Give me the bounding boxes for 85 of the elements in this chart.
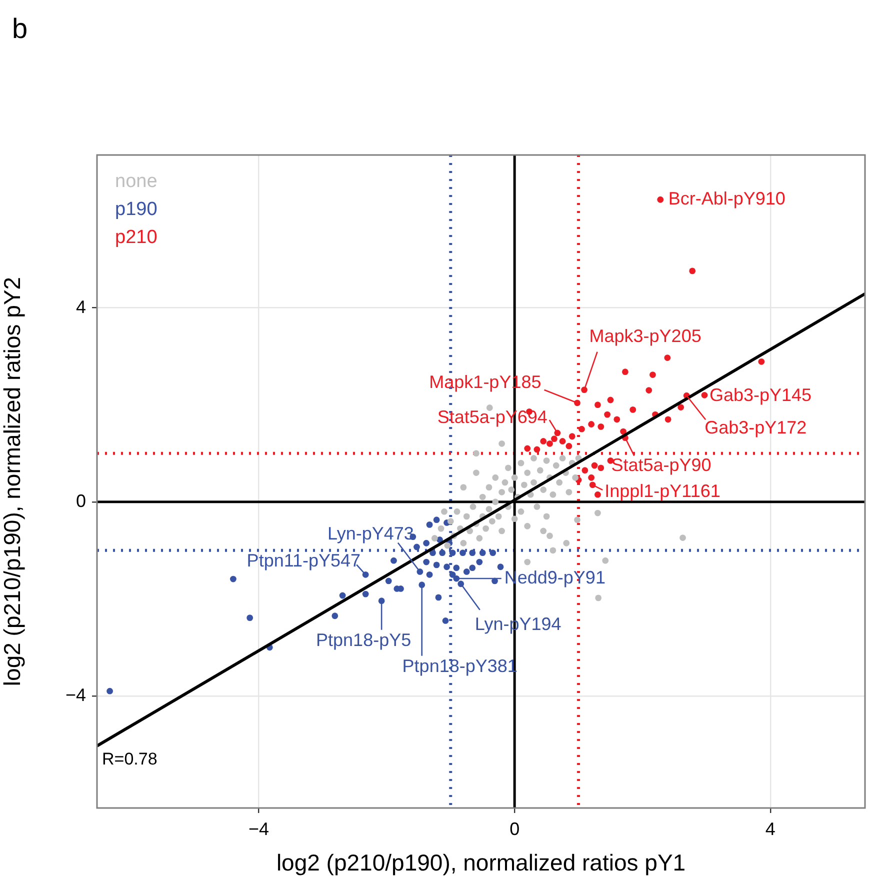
- text: none: [115, 171, 158, 192]
- point: [449, 571, 456, 578]
- point: [469, 564, 476, 572]
- point: [439, 550, 446, 556]
- annotation: Bcr-Abl-pY910: [668, 188, 786, 209]
- point: [568, 433, 576, 440]
- point: [594, 491, 601, 498]
- y-tick-label: 0: [76, 490, 86, 511]
- point: [622, 368, 628, 376]
- point: [701, 392, 708, 398]
- annotation: Stat5a-pY90: [611, 454, 712, 475]
- point: [469, 550, 476, 556]
- annotation: Lyn-pY473: [328, 524, 414, 544]
- point: [758, 358, 765, 365]
- point: [106, 688, 113, 694]
- y-axis-title: log2 (p210/p190), normalized ratios pY2: [0, 276, 26, 686]
- point: [490, 550, 496, 556]
- x-axis-title: log2 (p210/p190), normalized ratios pY1: [276, 850, 686, 876]
- point: [588, 421, 595, 428]
- point: [433, 562, 440, 568]
- point: [442, 618, 449, 624]
- point: [649, 372, 656, 378]
- point: [664, 416, 672, 423]
- x-tick-label: 4: [765, 818, 776, 839]
- point: [476, 558, 483, 566]
- point: [546, 440, 553, 447]
- point: [614, 416, 620, 423]
- point: [332, 612, 338, 620]
- point: [433, 516, 440, 524]
- x-tick-label: −4: [248, 818, 270, 839]
- y-tick-label: −4: [65, 684, 86, 705]
- point: [646, 387, 652, 394]
- text: p210: [115, 227, 158, 248]
- point: [607, 396, 614, 404]
- point: [551, 436, 558, 442]
- x-tick-label: 0: [510, 818, 520, 839]
- point: [423, 540, 430, 546]
- point: [414, 544, 420, 550]
- text: p190: [115, 199, 158, 220]
- point: [460, 550, 466, 556]
- point: [540, 438, 547, 444]
- point: [444, 564, 450, 570]
- y-tick-label: 4: [76, 296, 86, 317]
- point: [630, 406, 636, 413]
- point: [435, 594, 442, 601]
- point: [566, 442, 572, 450]
- point: [678, 404, 684, 410]
- point: [657, 196, 664, 203]
- point: [598, 464, 604, 472]
- point: [390, 557, 397, 564]
- annotation: R=0.78: [102, 750, 158, 769]
- point: [385, 578, 392, 584]
- point: [582, 467, 588, 474]
- point: [230, 576, 236, 582]
- annotation: Inppl1-pY1161: [604, 480, 720, 501]
- point: [604, 411, 610, 418]
- point: [423, 558, 430, 566]
- point: [588, 474, 595, 481]
- point: [664, 354, 671, 361]
- annotation: Mapk3-pY205: [589, 326, 702, 346]
- point: [620, 428, 626, 435]
- point: [578, 426, 585, 432]
- point: [339, 592, 346, 599]
- point: [246, 614, 254, 622]
- point: [594, 402, 601, 408]
- point: [524, 445, 531, 452]
- point: [426, 521, 433, 528]
- annotation: Gab3-pY172: [704, 418, 807, 438]
- point: [689, 268, 696, 274]
- point: [497, 564, 504, 570]
- point: [598, 423, 604, 430]
- point: [559, 438, 566, 444]
- annotation: Ptpn11-pY547: [246, 550, 361, 571]
- point: [430, 550, 436, 556]
- point: [479, 550, 486, 556]
- point: [453, 564, 460, 572]
- annotation: Ptpn18-pY5: [316, 630, 412, 650]
- point: [449, 550, 456, 556]
- chart-title: b: [12, 13, 28, 44]
- point: [463, 568, 470, 575]
- annotation: Gab3-pY145: [709, 385, 812, 406]
- point: [426, 571, 433, 578]
- point: [591, 462, 598, 469]
- point: [534, 446, 540, 453]
- point: [362, 590, 369, 598]
